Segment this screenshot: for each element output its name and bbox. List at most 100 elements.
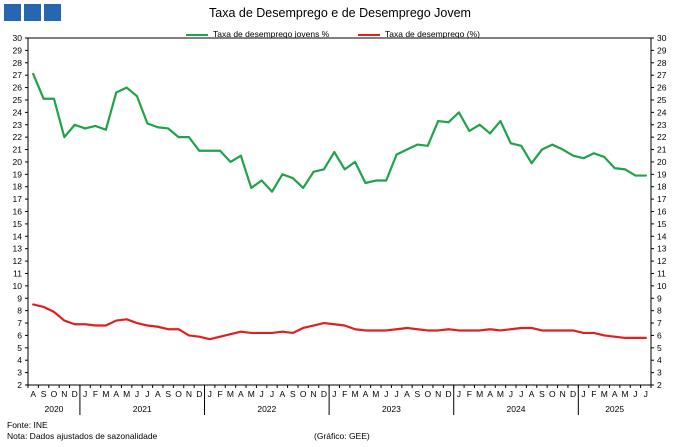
data-point-youth [458, 111, 460, 114]
data-point-youth [613, 167, 616, 170]
x-year-label: 2021 [133, 404, 152, 414]
data-point-youth [468, 130, 471, 132]
data-point-youth [343, 168, 346, 171]
y-tick-label-right: 14 [657, 231, 667, 241]
x-month-label: S [539, 389, 545, 399]
y-tick-label-right: 18 [657, 182, 667, 192]
y-tick-label-right: 10 [657, 281, 667, 291]
data-point-youth [416, 143, 419, 146]
x-year-label: 2020 [44, 404, 63, 414]
x-month-label: F [342, 389, 347, 399]
x-month-label: J [384, 389, 388, 399]
data-point-youth [395, 153, 398, 156]
logo-square-1 [4, 4, 21, 21]
data-point-youth [634, 174, 637, 177]
legend-item-total: Taxa de desemprego (%) [358, 29, 480, 39]
x-month-label: O [424, 389, 431, 399]
data-point-total [42, 306, 45, 308]
data-point-total [624, 337, 626, 339]
data-point-total [167, 328, 170, 331]
x-month-label: M [372, 389, 379, 399]
chart-title: Taxa de Desemprego e de Desemprego Jovem [209, 6, 471, 20]
x-month-label: J [394, 389, 398, 399]
x-year-label: 2023 [382, 404, 401, 414]
y-tick-label-left: 25 [13, 95, 23, 105]
x-month-label: F [93, 389, 98, 399]
y-tick-label-right: 22 [657, 132, 667, 142]
data-point-total [343, 324, 346, 327]
y-tick-label-left: 16 [13, 207, 23, 217]
data-point-total [219, 335, 221, 338]
data-point-youth [53, 97, 55, 100]
y-tick-label-left: 21 [13, 145, 23, 155]
legend-line-youth [186, 33, 208, 36]
x-month-label: A [363, 389, 369, 399]
x-month-label: O [300, 389, 307, 399]
data-point-total [302, 327, 305, 329]
y-tick-label-right: 26 [657, 83, 667, 93]
x-month-label: N [310, 389, 316, 399]
data-point-youth [374, 179, 377, 182]
x-month-label: M [248, 389, 255, 399]
y-tick-label-right: 4 [657, 355, 662, 365]
y-tick-label-right: 3 [657, 368, 662, 378]
x-month-label: A [404, 389, 410, 399]
x-month-label: F [591, 389, 596, 399]
x-month-label: N [61, 389, 67, 399]
x-month-label: M [123, 389, 130, 399]
data-point-total [271, 332, 273, 334]
data-point-youth [644, 174, 647, 177]
data-point-total [125, 318, 128, 321]
data-point-youth [447, 121, 450, 124]
y-tick-label-left: 7 [17, 318, 22, 328]
y-tick-label-left: 18 [13, 182, 23, 192]
data-point-youth [250, 187, 253, 189]
data-point-youth [84, 127, 87, 130]
y-tick-label-left: 13 [13, 244, 23, 254]
data-point-youth [499, 120, 502, 122]
data-point-youth [312, 170, 315, 173]
x-month-label: A [30, 389, 36, 399]
logo-square-2 [24, 4, 41, 21]
data-point-total [229, 333, 232, 336]
data-point-total [551, 329, 554, 332]
data-point-total [260, 332, 263, 334]
y-tick-label-left: 2 [17, 380, 22, 390]
data-point-youth [271, 190, 273, 193]
data-point-total [468, 329, 471, 332]
y-tick-label-left: 10 [13, 281, 23, 291]
data-point-youth [219, 149, 221, 152]
data-point-total [136, 322, 138, 324]
x-month-label: A [529, 389, 535, 399]
data-point-total [572, 329, 575, 332]
y-tick-label-right: 25 [657, 95, 667, 105]
data-point-total [32, 303, 35, 306]
x-month-label: A [612, 389, 618, 399]
y-tick-label-left: 5 [17, 343, 22, 353]
data-point-total [499, 329, 502, 332]
y-tick-label-left: 4 [17, 355, 22, 365]
data-point-total [239, 330, 242, 333]
data-point-total [354, 328, 356, 331]
data-point-total [634, 337, 637, 339]
y-tick-label-right: 23 [657, 120, 667, 130]
x-month-label: M [102, 389, 109, 399]
data-point-total [541, 329, 543, 332]
x-month-label: N [186, 389, 192, 399]
y-tick-label-left: 20 [13, 157, 23, 167]
data-point-youth [32, 73, 35, 75]
x-month-label: O [549, 389, 556, 399]
legend-item-youth: Taxa de desemprego jovens % [186, 29, 329, 39]
y-tick-label-left: 19 [13, 169, 23, 179]
data-point-youth [115, 91, 118, 94]
data-point-total [291, 332, 294, 334]
x-year-label: 2022 [257, 404, 276, 414]
x-month-label: D [321, 389, 327, 399]
y-tick-label-right: 30 [657, 33, 667, 43]
data-point-youth [561, 148, 564, 151]
legend-label-total: Taxa de desemprego (%) [385, 29, 480, 39]
data-point-total [53, 310, 55, 313]
x-month-label: M [497, 389, 504, 399]
data-point-youth [42, 97, 45, 100]
